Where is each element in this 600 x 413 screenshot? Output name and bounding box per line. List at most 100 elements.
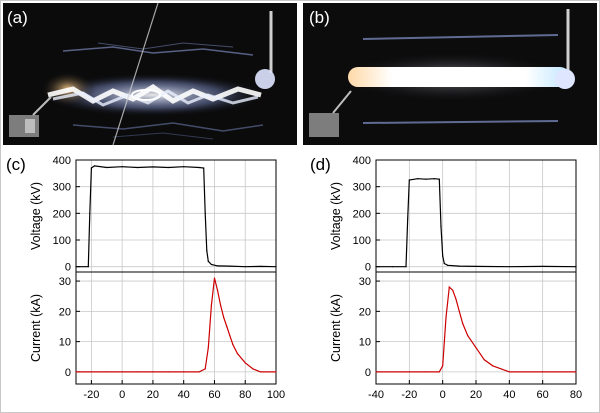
data-point xyxy=(425,371,427,373)
data-point xyxy=(417,178,419,180)
photo-panel-b xyxy=(303,3,597,145)
y-tick-label: 0 xyxy=(365,262,371,274)
data-point xyxy=(87,266,89,268)
data-point xyxy=(75,371,77,373)
data-point xyxy=(442,255,444,257)
data-point xyxy=(220,304,222,306)
series-line xyxy=(76,165,277,268)
y-axis-label: Voltage (kV) xyxy=(329,182,343,250)
data-point xyxy=(210,263,212,266)
data-point xyxy=(93,165,96,167)
x-tick-label: 0 xyxy=(119,389,125,401)
data-point xyxy=(275,371,277,373)
data-point xyxy=(75,266,77,268)
data-point xyxy=(448,286,450,288)
data-point xyxy=(438,371,440,373)
data-point xyxy=(275,266,277,268)
data-point xyxy=(223,316,225,319)
x-tick-label: 20 xyxy=(470,389,482,401)
data-point xyxy=(216,265,219,267)
x-tick-label: 60 xyxy=(208,389,220,401)
x-tick-label: 40 xyxy=(178,389,190,401)
data-point xyxy=(260,371,262,373)
data-point xyxy=(458,265,460,267)
data-point xyxy=(392,266,394,268)
data-point xyxy=(407,218,409,220)
discharge-photo-b xyxy=(303,3,597,145)
data-point xyxy=(438,178,440,180)
data-point xyxy=(440,226,442,228)
series-line xyxy=(76,277,276,373)
data-point xyxy=(542,371,544,373)
x-tick-label: 80 xyxy=(239,389,251,401)
data-point xyxy=(229,265,231,267)
data-point xyxy=(445,316,447,319)
y-tick-label: 400 xyxy=(353,155,371,167)
x-tick-label: 0 xyxy=(440,389,446,401)
data-point xyxy=(106,371,108,373)
data-point xyxy=(475,265,477,267)
data-point xyxy=(260,265,262,267)
data-point xyxy=(375,371,377,373)
plot-frame xyxy=(75,271,277,385)
panel-label-b: (b) xyxy=(309,8,330,27)
y-tick-label: 200 xyxy=(353,208,371,220)
data-point xyxy=(90,371,92,373)
data-point xyxy=(408,371,410,373)
data-point xyxy=(90,167,92,169)
data-point xyxy=(425,178,427,180)
data-point xyxy=(575,371,577,373)
x-tick-label: 40 xyxy=(503,389,515,401)
data-point xyxy=(433,178,435,180)
data-point xyxy=(136,166,139,169)
data-point xyxy=(443,262,445,265)
data-point xyxy=(452,289,454,291)
data-point xyxy=(203,167,205,169)
data-point xyxy=(121,371,123,373)
x-tick-label: -20 xyxy=(83,389,99,401)
data-point xyxy=(405,266,407,268)
data-point xyxy=(136,371,139,373)
y-tick-label: 30 xyxy=(59,276,71,288)
data-point xyxy=(542,265,544,267)
x-tick-label: 100 xyxy=(267,389,285,401)
data-point xyxy=(483,359,485,361)
data-point xyxy=(442,365,444,367)
data-point xyxy=(475,347,477,349)
data-point xyxy=(375,266,377,268)
data-point xyxy=(508,371,510,373)
data-point xyxy=(229,334,231,337)
y-tick-label: 10 xyxy=(359,337,371,349)
panel-label-d: (d) xyxy=(310,155,331,174)
series-line xyxy=(376,178,577,268)
data-point xyxy=(244,266,246,268)
plot-frame xyxy=(75,159,277,273)
data-point xyxy=(167,166,169,169)
data-point xyxy=(458,310,460,312)
data-point xyxy=(492,365,494,367)
y-axis-label: Current (kA) xyxy=(29,294,43,362)
data-point xyxy=(207,260,209,262)
data-point xyxy=(89,212,91,214)
data-point xyxy=(167,371,169,373)
y-tick-label: 300 xyxy=(53,182,71,194)
data-point xyxy=(213,277,216,279)
x-tick-label: 60 xyxy=(537,389,549,401)
data-point xyxy=(121,166,123,168)
y-tick-label: 100 xyxy=(53,235,71,247)
x-tick-label: -40 xyxy=(368,389,384,401)
data-point xyxy=(216,289,219,291)
discharge-photo-a xyxy=(3,3,297,145)
y-tick-label: 100 xyxy=(353,235,371,247)
data-point xyxy=(575,266,577,268)
data-point xyxy=(408,179,410,181)
y-tick-label: 20 xyxy=(59,306,71,318)
data-point xyxy=(206,250,208,252)
data-point xyxy=(467,334,469,337)
y-axis-label: Voltage (kV) xyxy=(29,182,43,250)
y-tick-label: 10 xyxy=(59,337,71,349)
data-point xyxy=(183,166,185,168)
data-point xyxy=(207,347,209,349)
series-line xyxy=(376,285,576,373)
